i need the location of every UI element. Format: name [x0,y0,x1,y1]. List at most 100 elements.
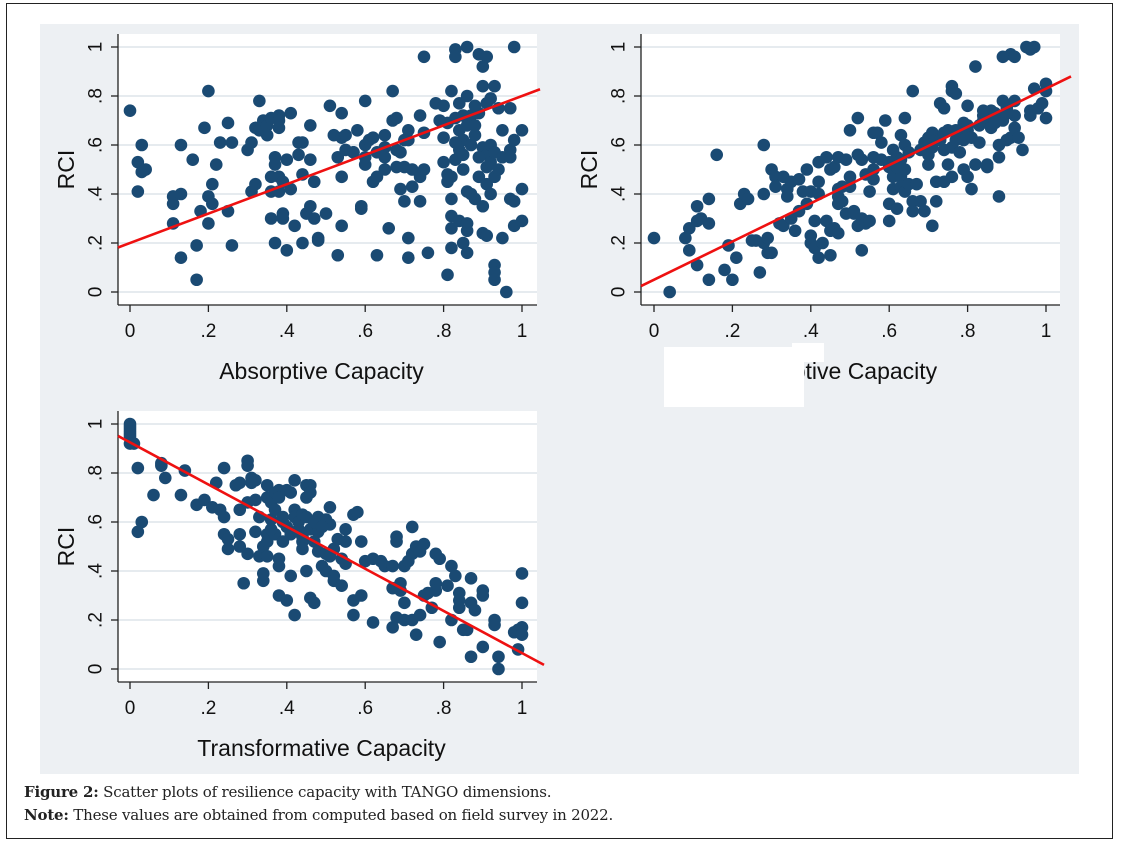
y-tick-label: .4 [609,186,630,202]
data-point [202,217,215,230]
data-point [335,170,348,184]
plot-area [641,34,1060,305]
y-tick-label: 1 [86,419,107,430]
data-point [245,136,258,149]
data-point [464,572,478,585]
data-point [174,251,188,264]
y-tick-label: .6 [86,137,107,153]
data-point [476,199,490,213]
x-tick-label: .2 [200,698,216,719]
data-point [515,214,529,228]
x-tick-label: 0 [125,698,136,719]
data-point [992,190,1006,203]
data-point [272,559,286,573]
data-point [820,150,833,164]
y-tick-label: 1 [86,42,107,53]
data-point [476,79,490,93]
data-point [131,185,145,198]
y-axis-title: RCI [53,150,79,190]
data-point [828,160,841,174]
data-point [335,579,348,592]
data-point [961,170,974,184]
data-point [1027,40,1041,54]
data-point [354,535,368,548]
data-point [268,236,282,250]
data-point [323,501,337,514]
x-tick-label: .8 [436,698,452,719]
data-point [339,523,352,536]
data-point [386,621,399,634]
data-point [131,461,145,475]
data-point [839,153,853,166]
data-point [213,136,227,149]
data-point [437,99,450,113]
data-point [937,143,951,157]
data-point [863,214,876,228]
data-point [882,214,896,228]
x-tick-label: 0 [649,321,660,342]
data-point [492,650,505,664]
data-point [449,50,462,64]
data-point [788,224,802,238]
y-tick-label: .8 [86,465,107,481]
data-point [800,163,814,176]
fit-line [117,88,541,249]
data-point [690,258,704,272]
x-tick-label: .2 [724,321,740,342]
data-point [464,138,478,152]
data-point [464,650,478,664]
data-point [1012,131,1025,144]
data-point [174,488,188,502]
data-point [249,493,262,507]
data-point [898,111,912,125]
data-point [460,40,474,54]
data-point [276,510,290,524]
y-tick-label: .2 [86,235,107,251]
y-tick-label: 0 [86,664,107,675]
data-point [679,231,692,245]
data-point [288,608,301,622]
data-point [304,153,317,166]
y-tick-label: .6 [609,137,630,153]
data-point [1016,143,1029,157]
data-point [816,236,829,250]
data-point [209,158,223,171]
y-tick-label: .8 [609,88,630,104]
data-point [335,219,348,233]
x-tick-label: .4 [279,321,295,342]
data-point [347,146,360,159]
data-point [824,248,837,262]
data-point [147,488,160,502]
data-point [515,628,529,641]
data-point [515,596,529,610]
data-point [249,525,262,539]
data-point [174,187,188,201]
data-point [878,114,892,127]
data-point [390,530,403,543]
data-point [202,84,215,98]
data-point [366,131,380,144]
data-point [926,219,939,233]
plot-area [118,411,537,682]
data-point [354,589,368,602]
data-point [808,214,822,228]
data-point [476,640,490,654]
data-point [492,662,505,676]
data-point [702,192,716,206]
data-point [319,207,333,220]
data-point [433,552,446,566]
data-point [452,143,466,157]
data-point [855,244,869,257]
data-point [366,616,380,629]
x-tick-label: 1 [517,321,528,342]
data-point [1008,50,1021,64]
data-point [225,239,239,252]
data-point [863,185,876,198]
data-point [812,175,825,189]
y-axis-title: RCI [53,527,79,567]
data-point [468,128,482,142]
data-point [456,236,470,250]
data-point [284,486,298,499]
data-point [394,182,407,196]
data-point [445,170,458,184]
